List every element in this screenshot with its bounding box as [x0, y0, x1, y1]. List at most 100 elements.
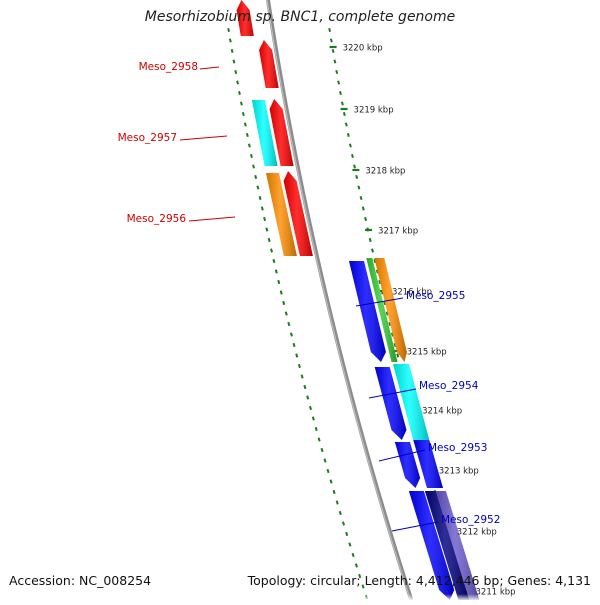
ruler-dot-inner [326, 468, 330, 474]
map-title: Mesorhizobium sp. BNC1, complete genome [144, 9, 456, 25]
ruler-dot-inner [320, 447, 324, 453]
ruler-dot-inner [265, 227, 269, 232]
ruler-dot-outer [329, 38, 333, 43]
ruler-dot-inner [279, 290, 283, 295]
ruler-tick-label: 3216 kbp [392, 288, 432, 298]
ruler-dot-outer [337, 80, 341, 85]
feature-shading [266, 173, 297, 256]
ruler-dot-outer [371, 248, 374, 253]
feature-shading [366, 258, 398, 362]
ruler-dot-inner [297, 363, 301, 369]
ruler-dot-inner [232, 59, 236, 64]
ruler-dot-outer [393, 342, 397, 348]
ruler-dot-inner [270, 248, 273, 253]
ruler-dot-inner [250, 153, 253, 159]
ruler-dot-inner [308, 405, 312, 411]
genome-backbone-highlight [266, 0, 411, 601]
ruler-dot-inner [254, 174, 258, 180]
ruler-dot-inner [289, 332, 293, 337]
ruler-dot-inner [230, 48, 234, 54]
gene-label: Meso_2953 [428, 442, 487, 454]
ruler-dot-outer [346, 132, 350, 138]
ruler-dot-inner [247, 143, 251, 148]
ruler-dot-outer [335, 69, 339, 75]
ruler-dot-inner [234, 69, 238, 75]
gene-label: Meso_2954 [419, 380, 479, 392]
ruler-dot-inner [345, 531, 349, 537]
ruler-tick-label: 3214 kbp [422, 407, 462, 417]
ruler-dot-inner [306, 395, 310, 400]
ruler-dot-outer [378, 279, 382, 285]
ruler-dot-inner [303, 384, 307, 390]
ruler-dot-outer [331, 48, 335, 54]
feature-shading [394, 442, 421, 488]
gene-label: Meso_2958 [139, 61, 198, 73]
ruler-dot-inner [277, 279, 281, 285]
ruler-dot-outer [388, 321, 392, 327]
ruler-dot-outer [333, 59, 337, 64]
feature-shading [374, 367, 407, 440]
ruler-dot-outer [375, 269, 379, 274]
feature-shading [374, 258, 407, 362]
label-layer: 3220 kbp 3219 kbp 3218 kbp 3217 kbp 3216 kbp… [118, 44, 516, 598]
gene-label: Meso_2956 [127, 213, 187, 225]
ruler-dot-outer [390, 332, 394, 337]
ruler-tick-label: 3219 kbp [354, 106, 394, 116]
ruler-tick-label: 3215 kbp [407, 348, 447, 358]
ruler-dot-outer [396, 353, 400, 358]
ruler-dot-outer [344, 122, 348, 127]
ruler-dot-inner [272, 258, 276, 264]
ruler-dot-outer [357, 185, 361, 190]
ruler-dot-outer [373, 258, 377, 264]
ruler-dot-inner [263, 216, 267, 222]
feature-shading [283, 171, 313, 256]
feature-shading [413, 440, 443, 488]
ruler-dot-inner [260, 206, 264, 211]
ruler-dot-inner [227, 27, 231, 33]
backbone-layer [266, 0, 414, 601]
feature-shading [251, 100, 278, 166]
gene-label-leader [391, 521, 439, 532]
feature-shading [259, 40, 279, 88]
ruler-dot-outer [364, 216, 368, 222]
ruler-dot-inner [338, 510, 342, 516]
genome-backbone [266, 0, 414, 601]
ruler-dot-outer [355, 174, 359, 180]
ruler-dot-inner [256, 185, 260, 190]
ruler-dot-inner [300, 374, 304, 379]
ruler-dot-inner [252, 164, 256, 169]
ruler-dot-outer [368, 237, 372, 243]
feature-shading [236, 0, 254, 36]
ruler-dot-inner [335, 500, 339, 505]
ruler-tick-label: 3218 kbp [365, 167, 405, 177]
ruler-dot-outer [359, 195, 363, 201]
gene-label-leader [179, 135, 228, 141]
ruler-dot-inner [284, 311, 288, 316]
gene-label: Meso_2952 [441, 514, 500, 526]
gene-label-leader [199, 66, 220, 70]
ruler-dot-inner [295, 353, 299, 358]
gene-label: Meso_2957 [118, 132, 177, 144]
ruler-dot-outer [340, 101, 344, 106]
ruler-dot-inner [238, 90, 241, 96]
gene-label: Meso_2955 [406, 290, 465, 302]
ruler-dot-inner [329, 479, 333, 484]
ruler-dot-outer [361, 206, 365, 211]
ruler-dot-inner [323, 458, 327, 463]
gene-label-leader [355, 297, 404, 307]
gene-label-leader [378, 449, 426, 462]
ruler-dot-inner [241, 111, 245, 117]
ruler-dot-outer [353, 164, 357, 169]
ruler-dot-inner [332, 489, 336, 495]
ruler-dot-inner [287, 321, 291, 327]
ruler-dot-outer [351, 153, 354, 159]
ruler-dot-inner [311, 416, 315, 421]
ruler-dot-outer [342, 111, 346, 117]
ruler-dot-inner [243, 122, 247, 127]
ruler-dot-inner [314, 426, 318, 432]
ruler-dot-outer [339, 90, 342, 96]
ruler-dot-outer [348, 143, 352, 148]
ruler-dot-outer [385, 311, 389, 316]
ruler-dot-inner [245, 132, 249, 138]
